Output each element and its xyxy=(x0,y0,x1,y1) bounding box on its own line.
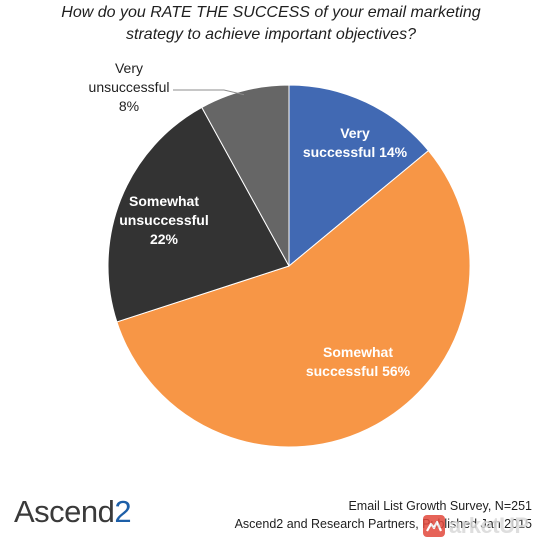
slice-label-1: Somewhat successful 56% xyxy=(306,344,411,379)
marketup-watermark: arketUP xyxy=(423,512,529,540)
slice-label-3-line-0: Very xyxy=(115,60,143,76)
slice-label-0-line-0: Very xyxy=(340,125,370,141)
leader-line-3 xyxy=(173,89,245,96)
chart-title-line-2: strategy to achieve important objectives… xyxy=(126,26,416,43)
slice-label-0: Very successful 14% xyxy=(303,125,408,160)
slice-label-1-line-0: Somewhat xyxy=(323,344,393,360)
marketup-logo-icon xyxy=(423,515,445,537)
pie-slice-3 xyxy=(201,84,290,267)
logo-digit: 2 xyxy=(114,494,132,529)
ascend2-logo: Ascend2 xyxy=(14,494,132,530)
slice-label-0-line-1: successful 14% xyxy=(303,144,408,160)
slice-label-2-line-2: 22% xyxy=(150,231,179,247)
slice-label-2: Somewhat unsuccessful 22% xyxy=(119,193,208,247)
slice-label-1-line-1: successful 56% xyxy=(306,363,411,379)
source-note: Email List Growth Survey, N=251 Ascend2 … xyxy=(235,497,532,533)
chart-title: How do you RATE THE SUCCESS of your emai… xyxy=(0,2,542,46)
pie-slice-2 xyxy=(107,106,290,323)
pie-slice-0 xyxy=(288,84,430,268)
source-line-1: Email List Growth Survey, N=251 xyxy=(348,499,532,513)
slice-label-3-line-2: 8% xyxy=(119,98,139,114)
pie-slice-1 xyxy=(116,149,471,448)
logo-text: Ascend xyxy=(14,494,115,529)
slice-label-2-line-0: Somewhat xyxy=(129,193,199,209)
chart-title-line-1: How do you RATE THE SUCCESS of your emai… xyxy=(61,4,481,21)
slice-label-3-line-1: unsuccessful xyxy=(89,79,170,95)
slice-label-2-line-1: unsuccessful xyxy=(119,212,208,228)
source-line-2: Ascend2 and Research Partners, Published… xyxy=(234,517,532,531)
slice-label-3: Very unsuccessful 8% xyxy=(89,60,170,114)
watermark-text: arketUP xyxy=(449,513,529,538)
